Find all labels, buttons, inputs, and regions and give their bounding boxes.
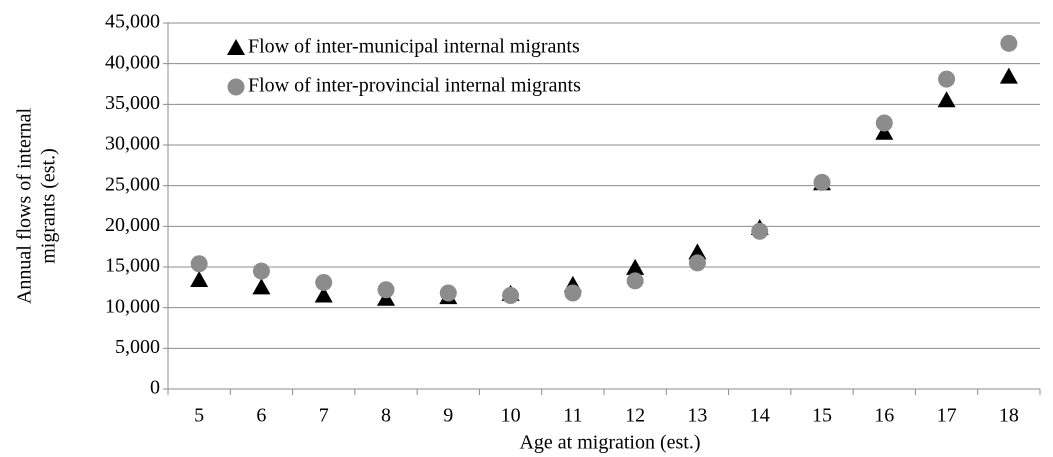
y-tick-label: 10,000 [105,295,160,317]
y-tick-label: 20,000 [105,214,160,236]
legend-marker [227,78,245,96]
point [377,281,395,299]
point [937,91,956,108]
point [875,114,893,132]
point [190,255,208,273]
x-tick-label: 14 [750,405,770,427]
x-tick-label: 16 [874,405,894,427]
point [751,222,769,240]
x-tick-label: 8 [381,405,391,427]
x-tick-label: 11 [563,405,582,427]
point [688,243,707,260]
legend-label: Flow of inter-provincial internal migran… [248,75,581,97]
x-tick-label: 17 [937,405,957,427]
x-tick-label: 6 [256,405,266,427]
point [252,278,271,295]
point [813,173,831,191]
point [190,271,209,288]
x-tick-label: 9 [443,405,453,427]
x-tick-label: 5 [194,405,204,427]
y-tick-label: 35,000 [105,92,160,114]
legend-marker [227,39,245,55]
x-tick-label: 10 [501,405,521,427]
x-tick-label: 12 [625,405,645,427]
x-axis-title: Age at migration (est.) [519,432,700,454]
y-tick-label: 25,000 [105,173,160,195]
y-tick-label: 45,000 [105,11,160,33]
point [502,286,520,304]
point [626,272,644,290]
point [999,67,1018,84]
point [626,258,645,275]
x-tick-label: 7 [319,405,329,427]
x-tick-label: 18 [999,405,1019,427]
y-axis-title: Annual flows of internal [14,108,36,305]
x-tick-label: 15 [812,405,832,427]
point [1000,34,1018,52]
point [439,284,457,302]
legend-label: Flow of inter-municipal internal migrant… [248,36,580,58]
y-tick-label: 0 [150,377,160,399]
point [688,254,706,272]
point [314,286,333,303]
point [315,273,333,291]
y-tick-label: 5,000 [115,336,160,358]
x-tick-label: 13 [687,405,707,427]
point [875,123,894,140]
y-tick-label: 15,000 [105,255,160,277]
y-tick-label: 30,000 [105,133,160,155]
point [564,284,582,302]
point [252,262,270,280]
point [938,70,956,88]
y-tick-label: 40,000 [105,51,160,73]
y-axis-title: migrants (est.) [38,148,60,264]
